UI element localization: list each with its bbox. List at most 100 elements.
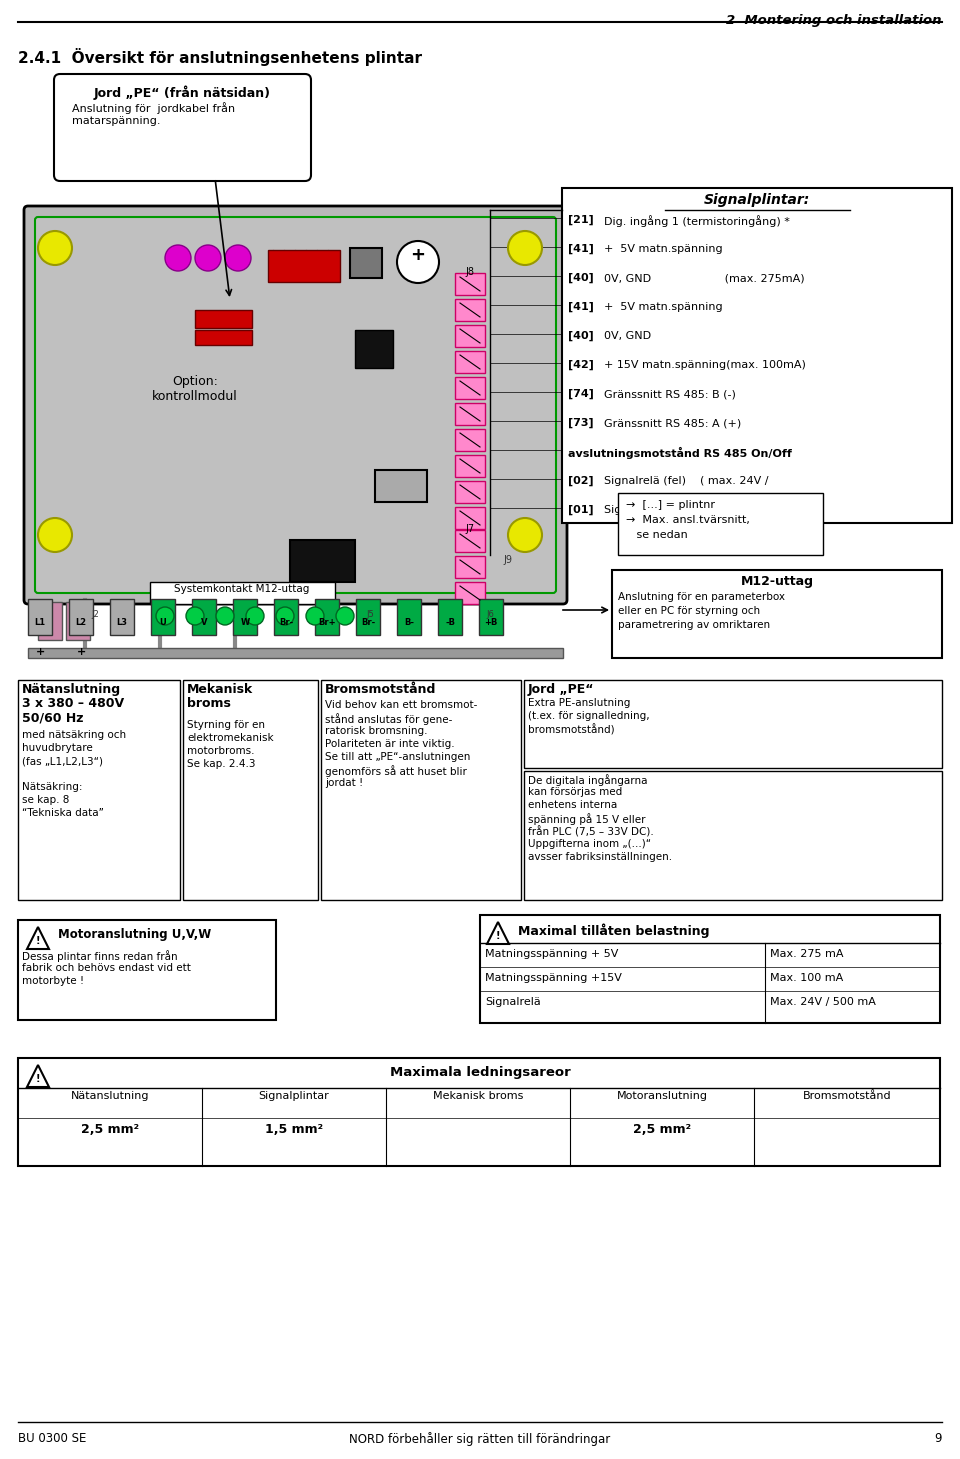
Text: Nätanslutning: Nätanslutning <box>71 1091 149 1102</box>
Bar <box>455 582 485 604</box>
Circle shape <box>195 245 221 271</box>
Bar <box>192 600 216 635</box>
Bar <box>38 603 62 641</box>
Text: J9: J9 <box>503 554 513 565</box>
Text: motorbyte !: motorbyte ! <box>22 976 84 986</box>
Text: +  5V matn.spänning: + 5V matn.spänning <box>604 244 723 254</box>
Text: 2,5 mm²: 2,5 mm² <box>81 1123 139 1137</box>
Text: Se till att „PE“-anslutningen: Se till att „PE“-anslutningen <box>325 751 470 762</box>
Bar <box>455 530 485 552</box>
FancyBboxPatch shape <box>54 74 311 181</box>
Text: Option:: Option: <box>172 375 218 388</box>
Text: Max. 275 mA: Max. 275 mA <box>770 948 844 959</box>
Text: Anslutning för  jordkabel från: Anslutning för jordkabel från <box>72 102 235 114</box>
Text: 3 x 380 – 480V: 3 x 380 – 480V <box>22 697 124 711</box>
Text: från PLC (7,5 – 33V DC).: från PLC (7,5 – 33V DC). <box>528 826 654 837</box>
Bar <box>397 600 421 635</box>
Bar <box>455 352 485 374</box>
Text: enhetens interna: enhetens interna <box>528 800 617 810</box>
Text: Br+: Br+ <box>318 619 336 627</box>
Circle shape <box>165 245 191 271</box>
Text: Gränssnitt RS 485: B (-): Gränssnitt RS 485: B (-) <box>604 390 736 398</box>
Bar <box>290 540 355 582</box>
Text: !: ! <box>36 1074 40 1084</box>
Bar <box>455 273 485 295</box>
Text: matarspänning.: matarspänning. <box>72 117 160 125</box>
Text: Signalplintar:: Signalplintar: <box>704 193 810 207</box>
Bar <box>455 429 485 451</box>
Text: +B: +B <box>484 619 497 627</box>
Text: [40]: [40] <box>568 273 593 283</box>
Text: 2.4.1  Översikt för anslutningsenhetens plintar: 2.4.1 Översikt för anslutningsenhetens p… <box>18 48 422 66</box>
Text: !: ! <box>36 937 40 947</box>
Bar <box>524 680 942 767</box>
Bar <box>69 600 93 635</box>
Bar <box>479 600 503 635</box>
Text: eller en PC för styrning och: eller en PC för styrning och <box>618 605 760 616</box>
Text: [01]: [01] <box>568 505 593 515</box>
Text: broms: broms <box>187 697 230 711</box>
Text: Maximala ledningsareor: Maximala ledningsareor <box>390 1067 570 1080</box>
Text: kontrollmodul: kontrollmodul <box>152 390 238 403</box>
Text: “Tekniska data”: “Tekniska data” <box>22 808 104 818</box>
Bar <box>350 248 382 279</box>
FancyBboxPatch shape <box>24 206 567 604</box>
Text: L2: L2 <box>76 619 86 627</box>
Text: Bromsmotstånd: Bromsmotstånd <box>325 683 437 696</box>
Text: Bromsmotstånd: Bromsmotstånd <box>803 1091 891 1102</box>
Bar <box>28 600 52 635</box>
Text: 9: 9 <box>934 1431 942 1444</box>
Text: Styrning för en: Styrning för en <box>187 719 265 730</box>
Text: J5: J5 <box>366 610 373 619</box>
Text: +  5V matn.spänning: + 5V matn.spänning <box>604 302 723 312</box>
Text: 50/60 Hz: 50/60 Hz <box>22 711 84 724</box>
Text: Br-: Br- <box>278 619 293 627</box>
Bar <box>356 600 380 635</box>
Text: J8: J8 <box>466 267 474 277</box>
Text: avsser fabriksinställningen.: avsser fabriksinställningen. <box>528 852 672 862</box>
Circle shape <box>276 607 294 624</box>
Text: [42]: [42] <box>568 360 594 371</box>
Circle shape <box>336 607 354 624</box>
Circle shape <box>38 518 72 552</box>
Circle shape <box>397 241 439 283</box>
Text: U: U <box>159 619 166 627</box>
Bar <box>195 309 252 328</box>
Circle shape <box>508 518 542 552</box>
Text: Signalrelä (fel)    ( max. 24V /: Signalrelä (fel) ( max. 24V / <box>604 476 769 486</box>
Text: genomförs så att huset blir: genomförs så att huset blir <box>325 765 467 776</box>
Text: [40]: [40] <box>568 331 593 341</box>
Bar <box>18 1058 940 1166</box>
Bar <box>110 600 134 635</box>
Text: J6: J6 <box>486 610 494 619</box>
Text: se kap. 8: se kap. 8 <box>22 795 69 805</box>
Bar <box>455 325 485 347</box>
Text: Signalplintar: Signalplintar <box>258 1091 329 1102</box>
Text: Nätanslutning: Nätanslutning <box>22 683 121 696</box>
Bar <box>480 915 940 1023</box>
Text: W: W <box>240 619 250 627</box>
Bar <box>321 680 521 900</box>
Text: Matningsspänning +15V: Matningsspänning +15V <box>485 973 622 983</box>
Text: ratorisk bromsning.: ratorisk bromsning. <box>325 727 427 735</box>
Text: [41]: [41] <box>568 244 594 254</box>
Text: Dessa plintar finns redan från: Dessa plintar finns redan från <box>22 950 178 961</box>
Text: 2,5 mm²: 2,5 mm² <box>633 1123 691 1137</box>
Text: fabrik och behövs endast vid ett: fabrik och behövs endast vid ett <box>22 963 191 973</box>
Text: Systemkontakt M12-uttag: Systemkontakt M12-uttag <box>175 584 310 594</box>
Text: Matningsspänning + 5V: Matningsspänning + 5V <box>485 948 618 959</box>
Text: Dig. ingång 1 (termistoringång) *: Dig. ingång 1 (termistoringång) * <box>604 214 790 228</box>
Text: 0V, GND                     (max. 275mA): 0V, GND (max. 275mA) <box>604 273 804 283</box>
Text: +: + <box>411 247 425 264</box>
Text: bromsmotstånd): bromsmotstånd) <box>528 724 614 735</box>
Text: Signalrelä: Signalrelä <box>485 996 540 1007</box>
Text: M12-uttag: M12-uttag <box>740 575 813 588</box>
Text: parametrering av omriktaren: parametrering av omriktaren <box>618 620 770 630</box>
Bar <box>375 470 427 502</box>
Text: Uppgifterna inom „(...)“: Uppgifterna inom „(...)“ <box>528 839 651 849</box>
Circle shape <box>508 231 542 266</box>
Bar <box>524 770 942 900</box>
Bar <box>455 376 485 398</box>
Text: 1,5 mm²: 1,5 mm² <box>265 1123 324 1137</box>
Bar <box>268 249 340 282</box>
